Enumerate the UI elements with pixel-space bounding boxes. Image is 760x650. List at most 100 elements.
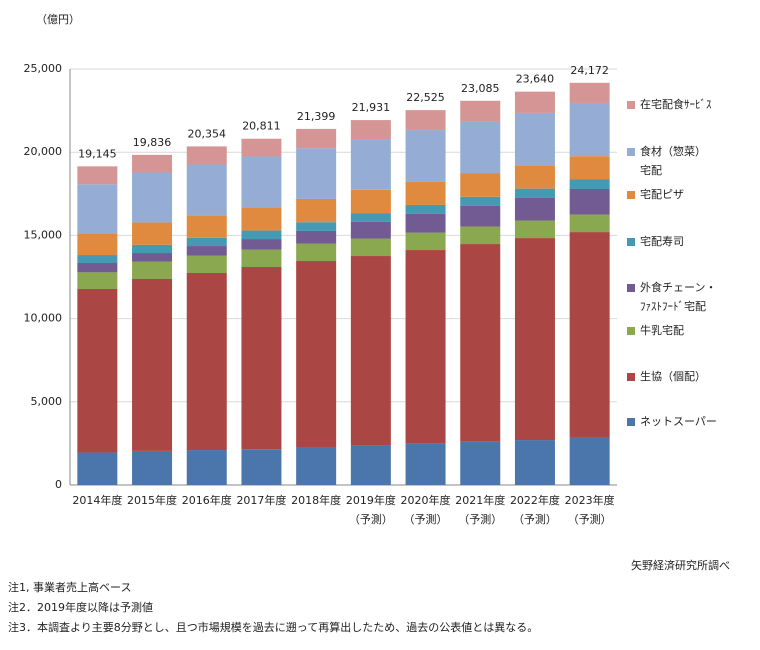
bar-segment (405, 204, 446, 214)
bar-segment (241, 138, 282, 157)
bar-segment (460, 205, 501, 227)
legend-label: ネットスーパー (640, 415, 717, 428)
bar-segment (514, 440, 555, 485)
legend-label: 宅配寿司 (640, 234, 684, 248)
note: 注2．2019年度以降は予測値 (8, 600, 153, 614)
y-unit: （億円） (36, 13, 80, 26)
bar-segment (514, 91, 555, 113)
bar-segment (241, 230, 282, 240)
bar-segment (569, 232, 610, 438)
bar-segment (460, 100, 501, 122)
bar-segment (77, 288, 118, 453)
bar-segment (569, 156, 610, 180)
bar-segment (460, 173, 501, 197)
bar-segment (514, 112, 555, 166)
total-label: 20,354 (188, 127, 227, 140)
x-tick-label: 2016年度 (182, 493, 232, 507)
total-label: 20,811 (242, 120, 281, 133)
bar-segment (569, 102, 610, 157)
bar-segment (77, 452, 118, 485)
bar-segment (241, 449, 282, 485)
bar-segment (350, 445, 391, 485)
bar-segment (186, 273, 227, 451)
bar-segment (296, 230, 337, 244)
bar-segment (132, 244, 173, 254)
legend-swatch (627, 327, 635, 335)
bar-segment (132, 154, 173, 173)
bar-segment (569, 214, 610, 233)
legend-label: 宅配ピザ (640, 187, 684, 201)
bar-segment (405, 232, 446, 251)
y-tick-label: 25,000 (24, 62, 63, 75)
bar-segment (186, 146, 227, 165)
bar-segment (296, 198, 337, 223)
bar-segment (241, 207, 282, 231)
x-tick-label: 2023年度（予測） (565, 493, 615, 526)
x-tick-label: 2015年度 (127, 493, 177, 507)
source: 矢野経済研究所調べ (631, 558, 730, 572)
total-label: 19,836 (133, 136, 172, 149)
bar-segment (241, 249, 282, 268)
legend-swatch (627, 148, 635, 156)
bar-segment (132, 222, 173, 245)
bar-segment (296, 243, 337, 262)
bar-segment (460, 441, 501, 485)
legend-label: 食材（惣菜）宅配 (640, 144, 706, 177)
bar-segment (514, 188, 555, 198)
bar-segment (241, 267, 282, 450)
x-tick-label: 2019年度（予測） (346, 493, 396, 526)
bar-segment (350, 213, 391, 222)
bar-segment (350, 238, 391, 257)
y-tick-label: 10,000 (24, 312, 63, 325)
y-tick-label: 15,000 (24, 228, 63, 241)
bar-segment (405, 443, 446, 485)
bar-segment (514, 220, 555, 239)
bar-segment (186, 255, 227, 274)
legend-swatch (627, 418, 635, 426)
bar-segment (186, 164, 227, 216)
legend-swatch (627, 191, 635, 199)
bar-segment (241, 156, 282, 208)
x-tick-label: 2018年度 (291, 493, 341, 507)
bar-segment (569, 188, 610, 215)
bar-segment (296, 222, 337, 231)
y-tick-label: 20,000 (24, 145, 63, 158)
bar-segment (296, 148, 337, 199)
bar-segment (132, 450, 173, 485)
total-label: 21,931 (352, 101, 391, 114)
x-tick-label: 2021年度（予測） (455, 493, 505, 526)
bar-segment (296, 447, 337, 485)
bar-segment (77, 263, 118, 273)
bar-segment (460, 121, 501, 174)
bar-segment (569, 82, 610, 103)
total-label: 23,640 (516, 73, 555, 86)
bar-segment (350, 256, 391, 446)
legend-swatch (627, 101, 635, 109)
total-label: 22,525 (406, 91, 445, 104)
bar-segment (405, 250, 446, 444)
y-tick-label: 5,000 (31, 395, 63, 408)
legend-swatch (627, 238, 635, 246)
x-tick-label: 2020年度（予測） (401, 493, 451, 526)
bar-segment (405, 110, 446, 131)
x-tick-label: 2022年度（予測） (510, 493, 560, 526)
bar-segment (514, 197, 555, 221)
bar-segment (405, 213, 446, 233)
legend-swatch (627, 373, 635, 381)
bar-segment (569, 437, 610, 485)
x-tick-label: 2014年度 (72, 493, 122, 507)
bar-segment (460, 244, 501, 442)
bar-segment (350, 189, 391, 214)
bar-segment (186, 215, 227, 238)
bar-segment (132, 261, 173, 279)
legend-swatch (627, 284, 635, 292)
bar-segment (77, 272, 118, 289)
x-tick-label: 2017年度 (236, 493, 286, 507)
bar-segment (132, 278, 173, 451)
bar-segment (460, 226, 501, 245)
legend-label: 在宅配食ｻｰﾋﾞｽ (640, 97, 712, 111)
bar-segment (569, 179, 610, 189)
legend-label: 牛乳宅配 (640, 323, 684, 337)
bar-segment (186, 237, 227, 247)
